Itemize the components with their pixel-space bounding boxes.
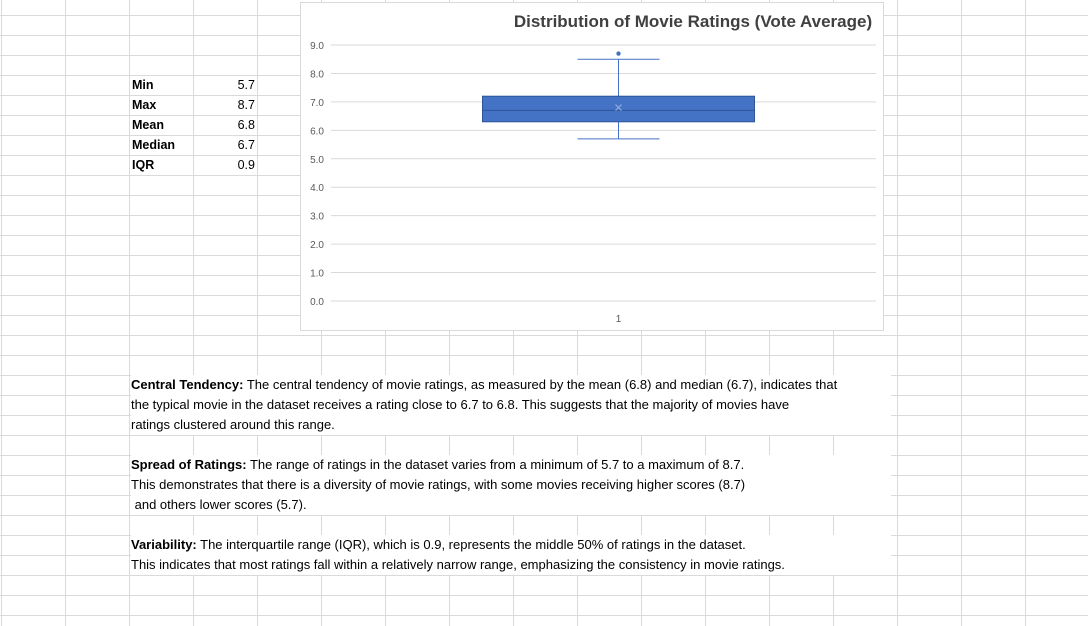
stat-value-min[interactable]: 5.7 (237, 78, 255, 92)
stat-label-median[interactable]: Median (132, 138, 176, 152)
stat-value-max[interactable]: 8.7 (237, 98, 255, 112)
stat-label-mean[interactable]: Mean (132, 118, 164, 132)
y-tick-label: 5.0 (310, 155, 324, 166)
y-tick-label: 1.0 (310, 269, 324, 280)
central-tendency-line-2: the typical movie in the dataset receive… (131, 397, 790, 412)
stat-label-min[interactable]: Min (132, 78, 154, 92)
interquartile-box (482, 95, 755, 123)
y-tick-label: 3.0 (310, 212, 324, 223)
central-tendency-line-3: ratings clustered around this range. (131, 417, 335, 432)
spread-line-2: This demonstrates that there is a divers… (131, 477, 746, 492)
box-plot-chart[interactable]: Distribution of Movie Ratings (Vote Aver… (300, 2, 884, 331)
y-tick-label: 4.0 (310, 183, 324, 194)
mean-marker (615, 104, 622, 112)
x-category-label: 1 (616, 314, 622, 325)
variability-paragraph[interactable]: Variability: The interquartile range (IQ… (131, 535, 891, 575)
central-tendency-line-1: Central Tendency: The central tendency o… (131, 375, 891, 395)
stat-value-mean[interactable]: 6.8 (237, 118, 255, 132)
chart-title: Distribution of Movie Ratings (Vote Aver… (513, 12, 873, 31)
chart-plot-area: 0.0 1.0 2.0 3.0 4.0 5.0 6.0 7.0 8.0 9.0 1 (310, 41, 876, 325)
spread-line-1: Spread of Ratings: The range of ratings … (131, 455, 891, 475)
y-tick-label: 8.0 (310, 69, 324, 80)
spread-heading: Spread of Ratings: (131, 457, 247, 472)
stat-label-max[interactable]: Max (132, 98, 157, 112)
spread-line-3: and others lower scores (5.7). (131, 497, 307, 512)
spread-of-ratings-paragraph[interactable]: Spread of Ratings: The range of ratings … (131, 455, 891, 515)
variability-heading: Variability: (131, 537, 197, 552)
y-tick-label: 6.0 (310, 126, 324, 137)
variability-line-2: This indicates that most ratings fall wi… (131, 557, 785, 572)
y-tick-label: 2.0 (310, 240, 324, 251)
central-tendency-text-1: The central tendency of movie ratings, a… (243, 377, 838, 392)
central-tendency-heading: Central Tendency: (131, 377, 244, 392)
y-tick-label: 9.0 (310, 41, 324, 52)
stat-value-iqr[interactable]: 0.9 (237, 158, 255, 172)
central-tendency-paragraph[interactable]: Central Tendency: The central tendency o… (131, 375, 891, 435)
y-tick-label: 0.0 (310, 297, 324, 308)
spread-text-1: The range of ratings in the dataset vari… (246, 457, 745, 472)
outlier-point (616, 51, 621, 56)
stat-value-median[interactable]: 6.7 (237, 138, 255, 152)
variability-line-1: Variability: The interquartile range (IQ… (131, 535, 891, 555)
y-tick-label: 7.0 (310, 98, 324, 109)
stat-label-iqr[interactable]: IQR (132, 158, 155, 172)
variability-text-1: The interquartile range (IQR), which is … (196, 537, 746, 552)
